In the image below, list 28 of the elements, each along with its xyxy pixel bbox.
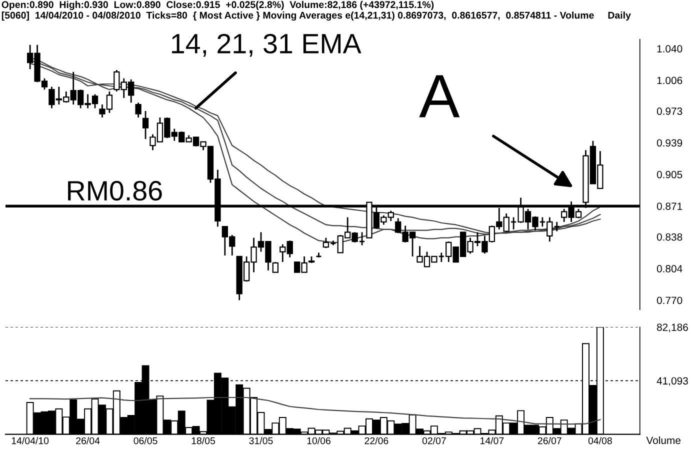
annotation: A xyxy=(419,75,460,118)
x-tick-label: 06/05 xyxy=(134,437,158,444)
x-tick-label: 26/07 xyxy=(538,437,562,444)
y-tick-label: 41,093 xyxy=(656,377,688,386)
y-tick-label: 0.939 xyxy=(656,139,682,147)
y-tick-label: 0.871 xyxy=(656,202,682,210)
x-tick-label: 04/08 xyxy=(588,437,612,444)
y-tick-label: 1.006 xyxy=(657,76,682,84)
chart-title: Open:0.890 High:0.930 Low:0.890 Close:0.915 +0.025(2.8%) Volume:82,186 (+43972,115.1%) xyxy=(2,0,434,10)
ref-line-label: RM0.86 xyxy=(68,180,162,201)
y-tick-label: 0.905 xyxy=(656,170,682,178)
chart-subtitle: [5060] 14/04/2010 - 04/08/2010 Ticks=80 { Most Active } Moving Averages e(14,21,31) 0.8697073, 0.8616577, 0.8574811 - Volume Daily xyxy=(2,12,631,21)
x-tick-label: 31/05 xyxy=(249,437,273,444)
y-tick-label: 0.838 xyxy=(656,233,682,241)
x-tick-label: 02/07 xyxy=(422,437,446,444)
y-axis-title: Volume xyxy=(646,436,680,444)
x-tick-label: 22/06 xyxy=(364,437,388,444)
x-tick-label: 10/06 xyxy=(307,437,330,444)
x-tick-label: 26/04 xyxy=(76,437,100,444)
x-tick-label: 14/07 xyxy=(480,437,504,444)
y-tick-label: 0.973 xyxy=(656,108,682,115)
annotation: 14, 21, 31 EMA xyxy=(172,34,362,57)
y-tick-label: 0.804 xyxy=(656,265,682,272)
x-tick-label: 18/05 xyxy=(192,437,216,444)
y-tick-label: 82,186 xyxy=(656,324,688,332)
x-tick-label: 14/04/10 xyxy=(12,437,49,444)
y-tick-label: 0.770 xyxy=(656,296,682,304)
y-tick-label: 1.040 xyxy=(657,45,682,52)
